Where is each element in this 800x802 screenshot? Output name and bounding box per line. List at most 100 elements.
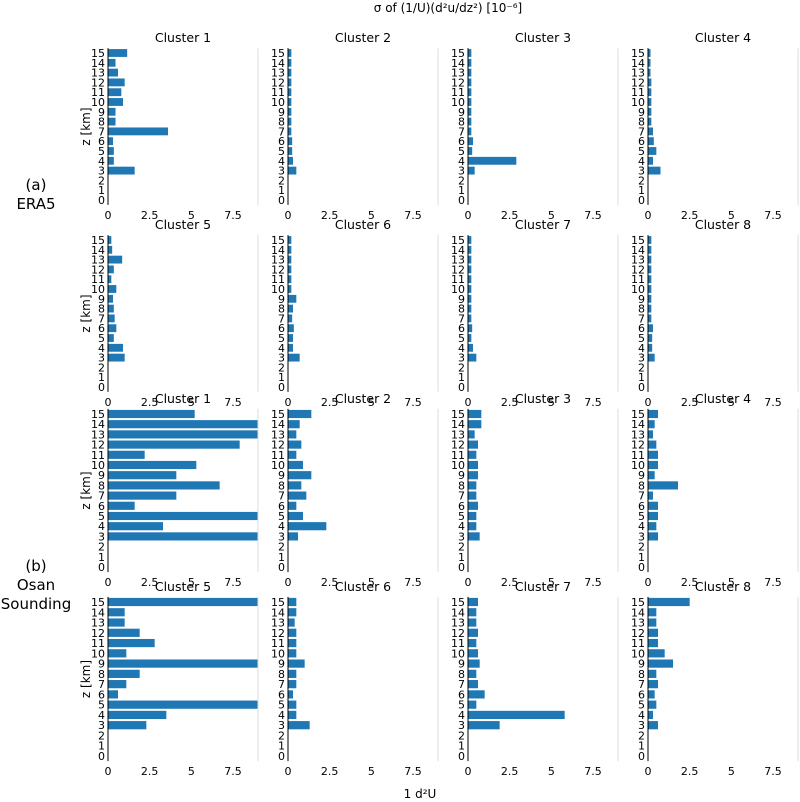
y-tick-label: 11 bbox=[271, 273, 285, 286]
y-tick-label: 9 bbox=[278, 106, 285, 119]
y-tick-label: 4 bbox=[638, 155, 645, 168]
y-tick-label: 2 bbox=[638, 729, 645, 742]
bar bbox=[648, 608, 657, 617]
y-tick-label: 4 bbox=[458, 155, 465, 168]
bar bbox=[288, 343, 293, 352]
y-tick-label: 2 bbox=[98, 729, 105, 742]
bar bbox=[648, 137, 654, 146]
y-tick-label: 7 bbox=[458, 125, 465, 138]
y-tick-label: 6 bbox=[458, 322, 465, 335]
bar bbox=[468, 314, 472, 323]
y-tick-label: 13 bbox=[91, 254, 105, 267]
bar bbox=[108, 690, 118, 699]
y-tick-label: 12 bbox=[631, 263, 645, 276]
bar bbox=[108, 304, 114, 313]
bar bbox=[108, 659, 258, 668]
y-tick-label: 15 bbox=[91, 408, 105, 421]
y-tick-label: 12 bbox=[631, 627, 645, 640]
bar bbox=[468, 68, 472, 77]
y-tick-label: 0 bbox=[458, 750, 465, 763]
y-tick-label: 12 bbox=[451, 263, 465, 276]
x-tick-label: 5 bbox=[188, 209, 195, 222]
y-tick-label: 13 bbox=[631, 67, 645, 80]
x-tick-label: 0 bbox=[285, 576, 292, 589]
bar bbox=[468, 265, 472, 274]
bar bbox=[648, 255, 652, 264]
bar bbox=[288, 450, 297, 459]
y-tick-label: 14 bbox=[451, 57, 465, 70]
y-tick-label: 8 bbox=[278, 303, 285, 316]
x-tick-label: 2.5 bbox=[321, 576, 339, 589]
y-tick-label: 0 bbox=[458, 381, 465, 394]
y-tick-label: 2 bbox=[638, 361, 645, 374]
bar bbox=[108, 430, 258, 439]
y-tick-label: 14 bbox=[271, 606, 285, 619]
panel-title: Cluster 6 bbox=[335, 579, 391, 594]
x-tick-label: 2.5 bbox=[681, 576, 699, 589]
y-tick-label: 5 bbox=[278, 510, 285, 523]
y-tick-label: 1 bbox=[458, 740, 465, 753]
y-tick-label: 8 bbox=[278, 668, 285, 681]
y-tick-label: 12 bbox=[451, 627, 465, 640]
y-tick-label: 8 bbox=[458, 479, 465, 492]
y-tick-label: 1 bbox=[638, 740, 645, 753]
x-tick-label: 5 bbox=[728, 765, 735, 778]
y-tick-label: 0 bbox=[278, 194, 285, 207]
bar bbox=[648, 440, 657, 449]
y-tick-label: 0 bbox=[638, 561, 645, 574]
y-tick-label: 5 bbox=[98, 699, 105, 712]
y-tick-label: 2 bbox=[638, 174, 645, 187]
bar bbox=[288, 430, 297, 439]
y-tick-label: 4 bbox=[98, 342, 105, 355]
y-tick-label: 9 bbox=[638, 106, 645, 119]
bar bbox=[468, 690, 485, 699]
figure-title: σ of (1/U)(d²u/dz²) [10⁻⁶] bbox=[374, 1, 522, 15]
panel-title: Cluster 4 bbox=[695, 391, 751, 406]
bar bbox=[108, 628, 140, 637]
bar bbox=[108, 78, 125, 87]
y-tick-label: 6 bbox=[458, 500, 465, 513]
bar bbox=[468, 88, 472, 97]
y-tick-label: 14 bbox=[451, 606, 465, 619]
y-tick-label: 13 bbox=[271, 67, 285, 80]
x-tick-label: 5 bbox=[728, 396, 735, 409]
bar bbox=[468, 127, 472, 136]
bar bbox=[108, 532, 258, 541]
y-tick-label: 10 bbox=[91, 459, 105, 472]
bar bbox=[108, 88, 122, 97]
y-tick-label: 4 bbox=[278, 342, 285, 355]
y-tick-label: 9 bbox=[458, 658, 465, 671]
bar bbox=[648, 618, 657, 627]
bar bbox=[108, 117, 116, 126]
bar bbox=[108, 334, 114, 342]
bar bbox=[288, 58, 292, 67]
y-axis-label: z [km] bbox=[79, 660, 93, 698]
bar bbox=[288, 471, 312, 480]
bar bbox=[288, 710, 297, 720]
y-tick-label: 5 bbox=[278, 699, 285, 712]
y-tick-label: 13 bbox=[91, 67, 105, 80]
y-tick-label: 9 bbox=[98, 469, 105, 482]
bar bbox=[468, 236, 472, 244]
bar bbox=[648, 314, 652, 323]
bar bbox=[108, 285, 117, 293]
y-tick-label: 10 bbox=[631, 283, 645, 296]
bar bbox=[288, 618, 295, 627]
y-tick-label: 12 bbox=[91, 627, 105, 640]
y-tick-label: 10 bbox=[271, 283, 285, 296]
y-tick-label: 6 bbox=[98, 500, 105, 513]
y-tick-label: 13 bbox=[271, 428, 285, 441]
bar bbox=[288, 511, 303, 521]
bar bbox=[288, 440, 302, 449]
y-tick-label: 0 bbox=[638, 381, 645, 394]
bar bbox=[648, 409, 658, 419]
bar bbox=[468, 659, 480, 668]
bar bbox=[288, 78, 292, 87]
y-tick-label: 1 bbox=[638, 371, 645, 384]
